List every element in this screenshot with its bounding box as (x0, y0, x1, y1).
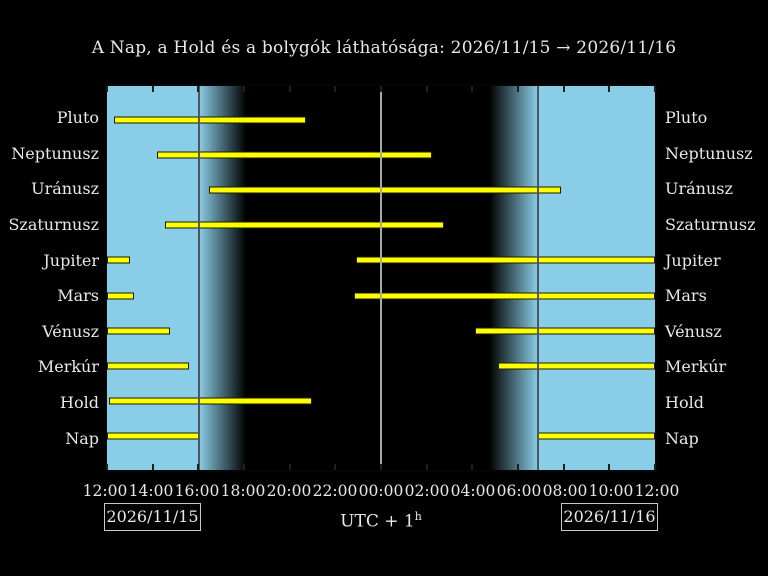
axis-tick (654, 86, 656, 92)
x-tick-label: 16:00 (174, 482, 220, 500)
plot-area (105, 84, 657, 472)
axis-tick (517, 86, 519, 92)
visibility-bar (354, 292, 655, 300)
axis-tick (151, 86, 154, 92)
sunrise-line (536, 86, 539, 470)
x-tick-label: 06:00 (496, 482, 542, 500)
x-tick-label: 02:00 (404, 482, 450, 500)
visibility-bar (537, 432, 655, 440)
planet-labels-left: Pluto Neptunusz Uránusz Szaturnusz Jupiter Ma… (0, 84, 99, 472)
planet-row (107, 384, 655, 419)
planet-row (107, 208, 655, 243)
planet-label-left: Szaturnusz (8, 215, 99, 235)
axis-tick (106, 86, 108, 92)
sunset-line (198, 86, 201, 470)
visibility-bar (107, 292, 134, 300)
planet-label-right: Mars (665, 286, 707, 306)
axis-tick (471, 86, 474, 92)
planet-row (107, 102, 655, 137)
timezone-text: UTC + 1 (340, 511, 415, 532)
axis-tick (151, 464, 154, 470)
planet-label-left: Mars (57, 286, 99, 306)
x-tick-label: 12:00 (82, 482, 128, 500)
x-tick-label: 04:00 (450, 482, 496, 500)
planet-label-right: Merkúr (665, 357, 727, 377)
axis-tick (334, 86, 337, 92)
visibility-bar (475, 327, 655, 335)
visibility-bar (113, 116, 306, 124)
planet-row (107, 278, 655, 313)
planet-label-right: Pluto (665, 108, 708, 128)
planet-label-right: Vénusz (665, 321, 722, 341)
x-tick-label: 12:00 (634, 482, 680, 500)
page-title: A Nap, a Hold és a bolygók láthatósága: … (91, 38, 677, 58)
x-tick-label: 22:00 (312, 482, 358, 500)
planet-label-right: Nap (665, 428, 699, 448)
visibility-bar (156, 151, 432, 159)
visibility-bar (164, 221, 445, 229)
planet-label-left: Nap (65, 428, 99, 448)
timezone-label: UTC + 1h (105, 503, 657, 532)
axis-tick (425, 86, 428, 92)
planet-label-right: Szaturnusz (665, 215, 756, 235)
planet-label-left: Vénusz (42, 321, 99, 341)
axis-tick (288, 86, 291, 92)
x-axis-tick-labels: 12:00 14:00 16:00 18:00 20:00 22:00 00:00 02:00… (83, 481, 680, 501)
visibility-bar (107, 362, 190, 370)
x-tick-label: 00:00 (358, 482, 404, 500)
planet-label-left: Jupiter (43, 250, 99, 270)
x-tick-label: 18:00 (220, 482, 266, 500)
axis-tick (197, 86, 200, 92)
x-tick-label: 20:00 (266, 482, 312, 500)
axis-tick (562, 86, 565, 92)
axis-tick (334, 464, 337, 470)
axis-tick (608, 86, 611, 92)
axis-tick (517, 464, 519, 470)
axis-tick (380, 86, 382, 92)
midnight-line (380, 86, 382, 470)
planet-row (107, 243, 655, 278)
planet-label-left: Uránusz (31, 179, 99, 199)
x-tick-label: 10:00 (588, 482, 634, 500)
axis-tick (562, 464, 565, 470)
axis-tick (106, 464, 108, 470)
x-tick-label: 14:00 (128, 482, 174, 500)
planet-label-right: Uránusz (665, 179, 733, 199)
visibility-bar (109, 397, 313, 405)
plot-rows (107, 86, 655, 470)
visibility-bar (209, 186, 561, 194)
planet-labels-right: Pluto Neptunusz Uránusz Szaturnusz Jupiter Ma… (665, 84, 768, 472)
axis-tick (425, 464, 428, 470)
planet-label-right: Jupiter (665, 250, 721, 270)
planet-row (107, 348, 655, 383)
planet-label-right: Neptunusz (665, 143, 753, 163)
axis-tick (380, 464, 382, 470)
axis-tick (243, 464, 245, 470)
visibility-bar (107, 432, 200, 440)
x-tick-label: 08:00 (542, 482, 588, 500)
planet-label-left: Merkúr (37, 357, 99, 377)
axis-tick (197, 464, 200, 470)
axis-tick (608, 464, 611, 470)
visibility-bar (498, 362, 655, 370)
planet-row (107, 137, 655, 172)
visibility-bar (356, 256, 655, 264)
planet-row (107, 313, 655, 348)
visibility-bar (107, 256, 130, 264)
planet-row (107, 172, 655, 207)
planet-label-left: Neptunusz (11, 143, 99, 163)
planet-label-right: Hold (665, 393, 704, 413)
visibility-bar (107, 327, 171, 335)
date-box-end: 2026/11/16 (561, 503, 658, 531)
timezone-superscript: h (414, 510, 422, 523)
date-box-start: 2026/11/15 (104, 503, 201, 531)
planet-label-left: Pluto (56, 108, 99, 128)
axis-tick (654, 464, 656, 470)
planet-label-left: Hold (60, 393, 99, 413)
axis-tick (471, 464, 474, 470)
axis-tick (243, 86, 245, 92)
axis-tick (288, 464, 291, 470)
